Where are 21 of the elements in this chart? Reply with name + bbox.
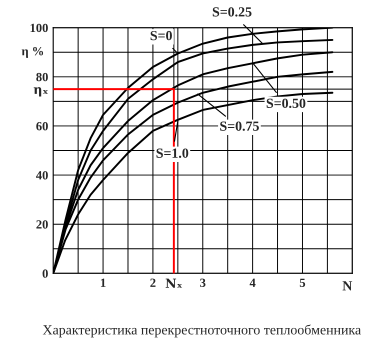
y-tick-label: 20 (36, 220, 48, 229)
x-tick-label: 2 (150, 278, 156, 287)
x-tick-label: 1 (100, 278, 106, 287)
x-tick-label: 5 (300, 278, 306, 287)
y-tick-label: 80 (36, 72, 48, 82)
annotation: S=0 (150, 30, 172, 40)
x-tick-label: 4 (250, 278, 256, 287)
y-tick-label: 60 (36, 122, 48, 130)
x-tick-label: Nₓ (166, 278, 182, 288)
x-tick-label: 3 (200, 278, 206, 287)
y-tick-label: 100 (30, 24, 48, 32)
y-tick-label: ηₓ (34, 87, 48, 96)
y-axis-title: η % (22, 46, 44, 58)
annotation: S=0.50 (266, 98, 306, 108)
annotation: S=0.75 (220, 121, 259, 131)
annotation: S=0.25 (212, 7, 252, 17)
x-axis-title: N (342, 281, 352, 290)
y-tick-label: 0 (42, 269, 48, 278)
annotation: S=1.0 (156, 148, 188, 158)
text: Характеристика перекрестноточного теплообменника (42, 324, 361, 338)
y-tick-label: 40 (36, 171, 48, 180)
